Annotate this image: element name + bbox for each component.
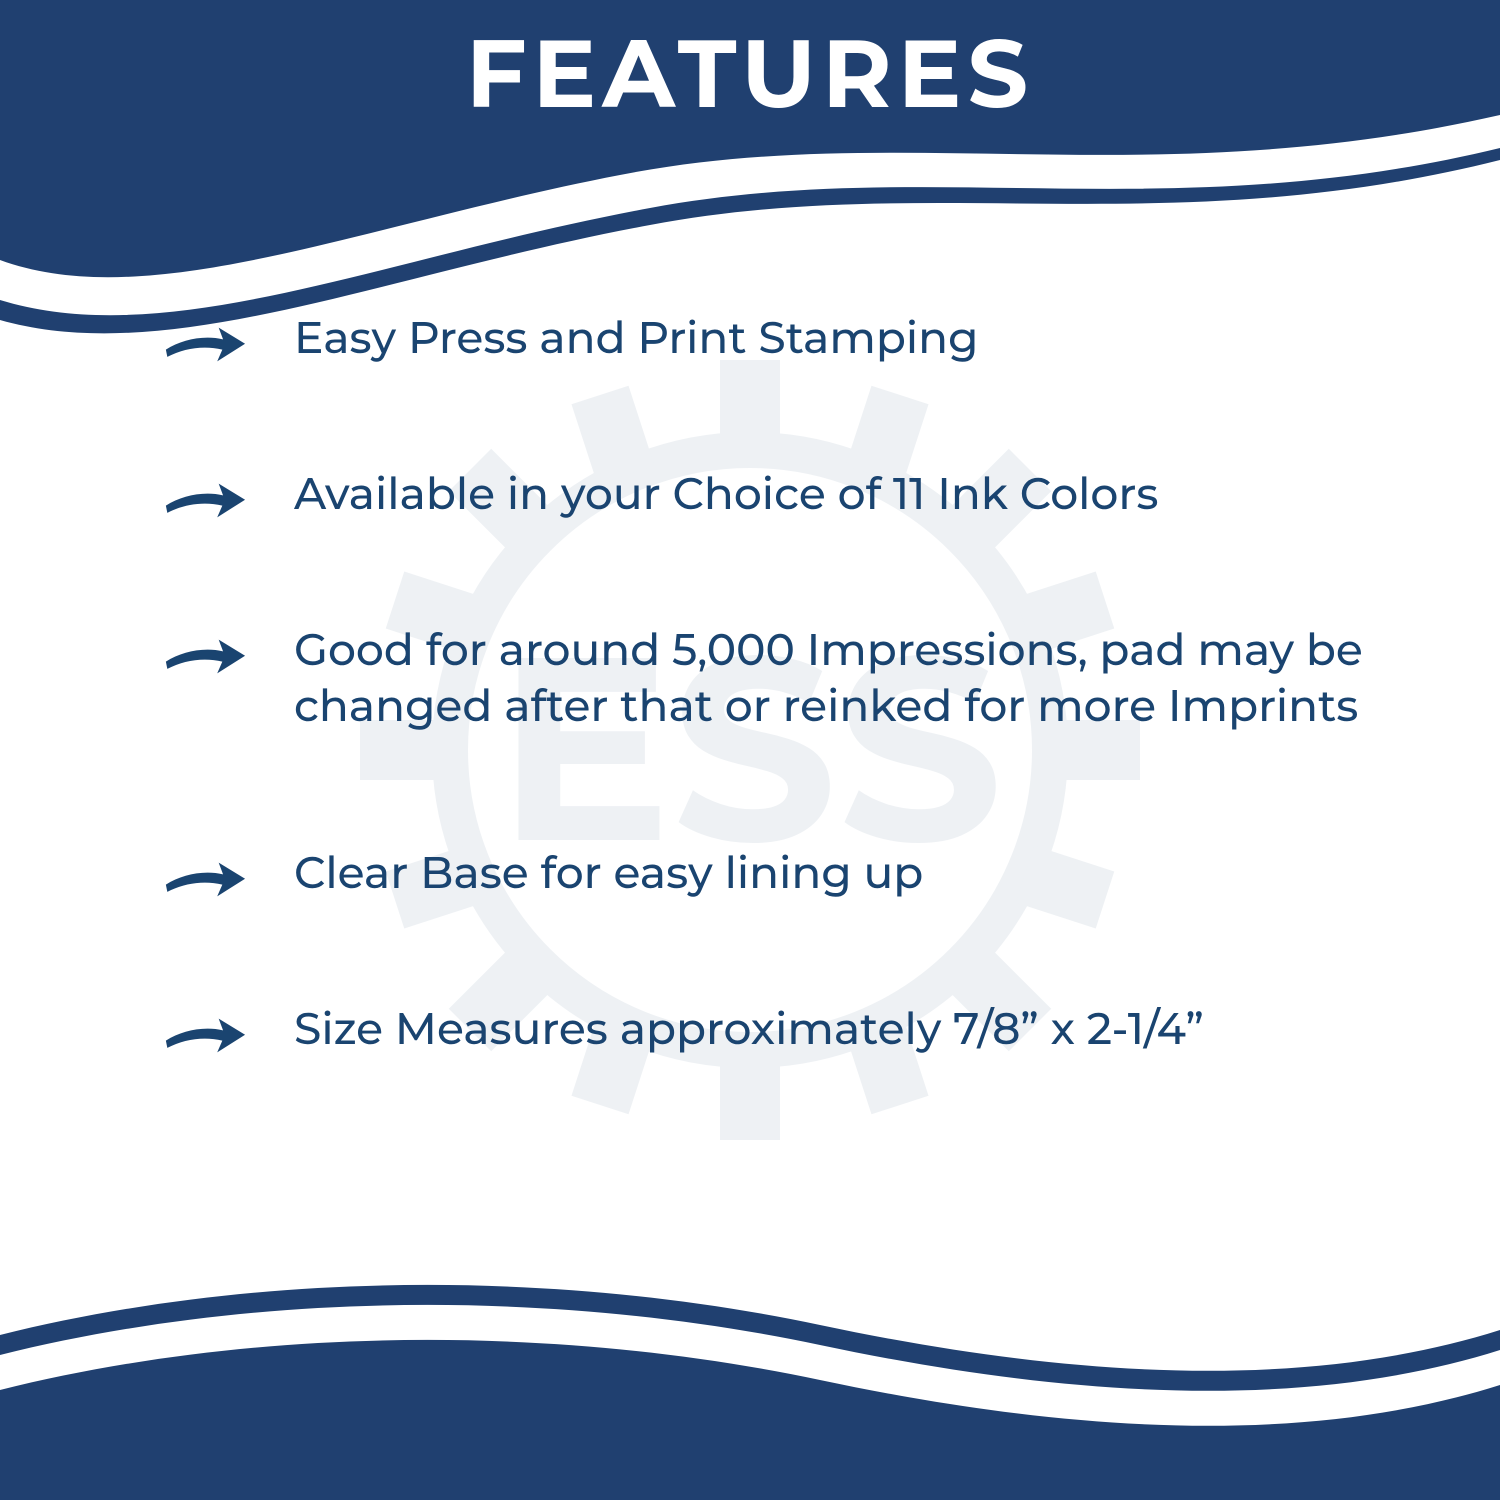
arrow-right-icon: [160, 1007, 248, 1061]
feature-item: Easy Press and Print Stamping: [160, 310, 1390, 370]
feature-text: Size Measures approximately 7/8” x 2-1/4…: [294, 1001, 1204, 1057]
feature-list: Easy Press and Print Stamping Available …: [160, 310, 1390, 1157]
bottom-wave-band: [0, 1240, 1500, 1500]
arrow-right-icon: [160, 851, 248, 905]
page-title: FEATURES: [0, 15, 1500, 131]
feature-item: Size Measures approximately 7/8” x 2-1/4…: [160, 1001, 1390, 1061]
arrow-right-icon: [160, 316, 248, 370]
feature-item: Good for around 5,000 Impressions, pad m…: [160, 622, 1390, 735]
feature-item: Clear Base for easy lining up: [160, 845, 1390, 905]
arrow-right-icon: [160, 472, 248, 526]
feature-text: Easy Press and Print Stamping: [294, 310, 978, 366]
feature-text: Clear Base for easy lining up: [294, 845, 923, 901]
feature-item: Available in your Choice of 11 Ink Color…: [160, 466, 1390, 526]
feature-text: Available in your Choice of 11 Ink Color…: [294, 466, 1158, 522]
arrow-right-icon: [160, 628, 248, 682]
feature-text: Good for around 5,000 Impressions, pad m…: [294, 622, 1390, 735]
